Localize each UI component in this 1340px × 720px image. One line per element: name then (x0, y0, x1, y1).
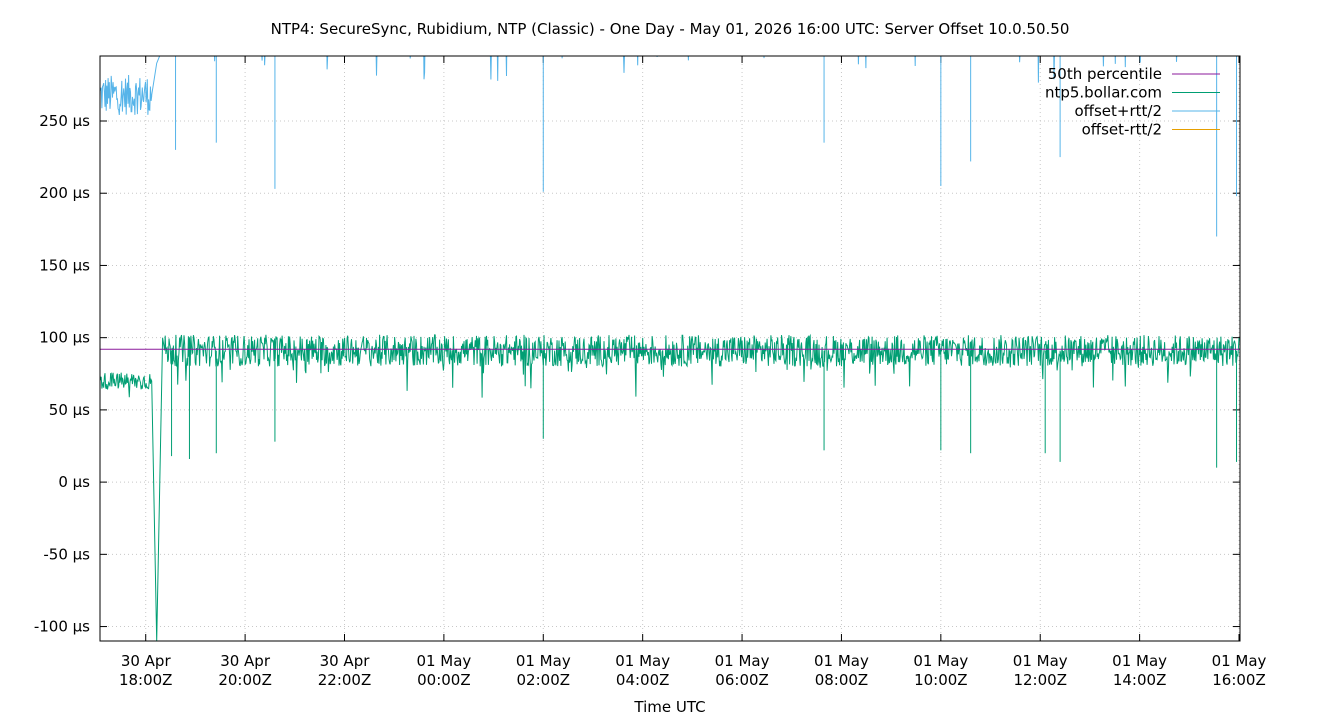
x-tick-label-date: 01 May (615, 652, 670, 670)
x-tick-label-time: 16:00Z (1212, 671, 1266, 689)
x-tick-label-time: 10:00Z (914, 671, 968, 689)
plot-border (99, 55, 1241, 642)
legend-label: offset+rtt/2 (1074, 102, 1162, 120)
x-tick-label-date: 01 May (516, 652, 571, 670)
x-tick-label-date: 01 May (1013, 652, 1068, 670)
x-tick-label-date: 01 May (1212, 652, 1267, 670)
x-tick-label-date: 01 May (715, 652, 770, 670)
chart-title: NTP4: SecureSync, Rubidium, NTP (Classic… (271, 20, 1070, 38)
x-tick-label-time: 08:00Z (815, 671, 869, 689)
y-tick-label: 100 µs (39, 329, 90, 347)
x-tick-label-time: 22:00Z (318, 671, 372, 689)
x-tick-label-date: 01 May (1112, 652, 1167, 670)
legend: 50th percentilentp5.bollar.comoffset+rtt… (1045, 65, 1220, 139)
y-tick-label: 250 µs (39, 112, 90, 130)
y-tick-label: 150 µs (39, 256, 90, 274)
y-tick-label: 50 µs (49, 401, 90, 419)
x-tick-label-time: 00:00Z (417, 671, 471, 689)
y-axis-ticks: -100 µs -50 µs 0 µs 50 µs 100 µs 150 µs 200 µs… (34, 112, 1240, 636)
x-tick-label-date: 01 May (416, 652, 471, 670)
y-tick-label: -100 µs (34, 618, 90, 636)
x-tick-label-date: 30 Apr (320, 652, 371, 670)
legend-label: ntp5.bollar.com (1045, 84, 1162, 102)
x-tick-label-time: 18:00Z (119, 671, 173, 689)
x-tick-label-date: 30 Apr (121, 652, 172, 670)
legend-label: 50th percentile (1048, 65, 1162, 83)
y-tick-label: 0 µs (58, 473, 90, 491)
plot-area (100, 56, 1240, 641)
x-axis-label: Time UTC (633, 698, 705, 716)
series-line-ntp5-bollar-com (100, 333, 1240, 641)
y-tick-label: 200 µs (39, 184, 90, 202)
legend-label: offset-rtt/2 (1082, 121, 1162, 139)
x-tick-label-time: 12:00Z (1013, 671, 1067, 689)
x-tick-label-date: 01 May (814, 652, 869, 670)
x-tick-label-time: 06:00Z (715, 671, 769, 689)
x-tick-label-time: 04:00Z (616, 671, 670, 689)
x-tick-label-time: 20:00Z (218, 671, 272, 689)
x-tick-label-time: 02:00Z (517, 671, 571, 689)
y-tick-label: -50 µs (43, 545, 90, 563)
x-tick-label-date: 01 May (913, 652, 968, 670)
x-tick-label-time: 14:00Z (1113, 671, 1167, 689)
x-tick-label-date: 30 Apr (220, 652, 271, 670)
